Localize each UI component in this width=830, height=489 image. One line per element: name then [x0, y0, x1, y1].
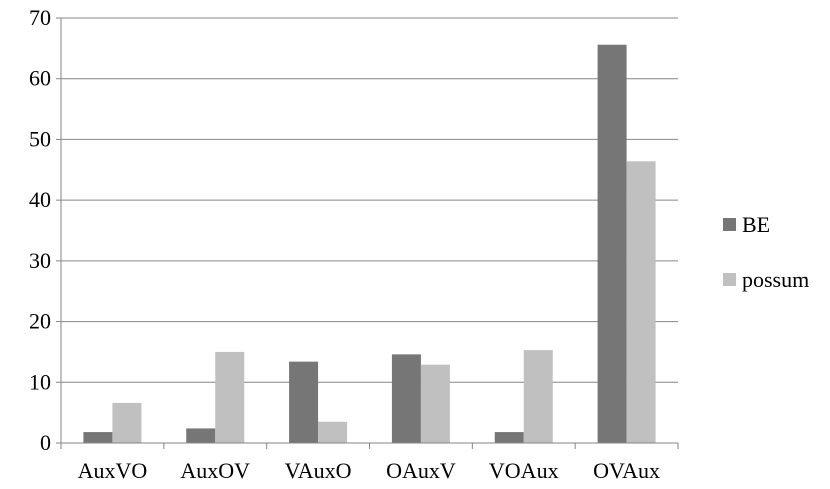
legend-label-BE: BE [742, 212, 770, 237]
x-tick-label-AuxVO: AuxVO [78, 458, 148, 483]
legend-swatch-BE [723, 218, 736, 231]
y-tick-label-50: 50 [29, 126, 51, 151]
gridlines [61, 17, 678, 383]
bar-BE-AuxVO [83, 432, 113, 443]
y-tick-label-40: 40 [29, 187, 51, 212]
bar-BE-VAuxO [289, 361, 319, 443]
bar-possum-VOAux [523, 350, 553, 443]
x-tick-label-AuxOV: AuxOV [180, 458, 250, 483]
y-tick-label-60: 60 [29, 66, 51, 91]
y-tick-labels: 0 10 20 30 40 50 60 70 [29, 5, 51, 455]
y-tick-label-20: 20 [29, 309, 51, 334]
legend-swatch-possum [723, 273, 736, 286]
bar-possum-OVAux [626, 161, 656, 444]
x-tick-label-VAuxO: VAuxO [285, 458, 352, 483]
bar-possum-VAuxO [318, 421, 348, 443]
y-tick-label-70: 70 [29, 5, 51, 30]
y-tick-label-10: 10 [29, 369, 51, 394]
bar-possum-AuxVO [112, 402, 142, 443]
bar-possum-OAuxV [420, 364, 450, 443]
x-tick-labels: AuxVO AuxOV VAuxO OAuxV VOAux OVAux [78, 458, 660, 483]
legend: BE possum [723, 212, 809, 292]
bar-BE-VOAux [494, 432, 524, 443]
legend-label-possum: possum [742, 267, 809, 292]
x-tick-label-OAuxV: OAuxV [386, 458, 456, 483]
y-tick-label-0: 0 [40, 430, 51, 455]
axes [56, 17, 679, 449]
bars [83, 44, 656, 444]
bar-BE-OVAux [597, 44, 627, 443]
bar-possum-AuxOV [215, 351, 245, 443]
x-tick-label-OVAux: OVAux [593, 458, 660, 483]
bar-BE-OAuxV [391, 354, 421, 443]
bar-BE-AuxOV [186, 428, 216, 443]
x-tick-label-VOAux: VOAux [489, 458, 559, 483]
y-tick-label-30: 30 [29, 248, 51, 273]
